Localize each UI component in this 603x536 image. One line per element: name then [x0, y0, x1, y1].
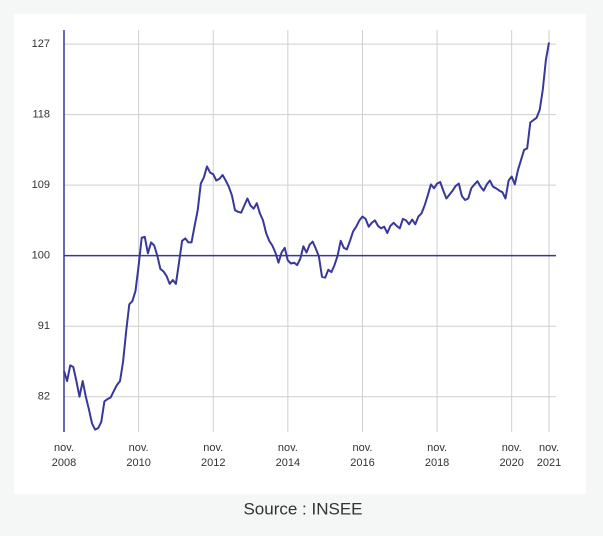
x-tick-label: nov. 2010 — [126, 442, 150, 469]
x-tick-label: nov. 2008 — [52, 442, 76, 469]
x-tick-label: nov. 2016 — [350, 442, 374, 469]
source: Source : INSEE — [243, 499, 362, 518]
x-tick-label: nov. 2014 — [276, 442, 300, 469]
x-tick-label: nov. 2020 — [499, 442, 523, 469]
y-tick-label: 100 — [32, 250, 50, 262]
data-line — [63, 42, 550, 431]
y-tick-label: 127 — [32, 38, 50, 50]
y-tick-label: 91 — [38, 320, 50, 332]
x-tick-label: nov. 2021 — [537, 442, 561, 469]
y-tick-label: 118 — [32, 109, 50, 121]
y-tick-label: 109 — [32, 179, 50, 191]
x-tick-label: nov. 2018 — [425, 442, 449, 469]
x-tick-label: nov. 2012 — [201, 442, 225, 469]
y-tick-label: 82 — [38, 391, 50, 403]
chart-panel — [14, 14, 586, 494]
